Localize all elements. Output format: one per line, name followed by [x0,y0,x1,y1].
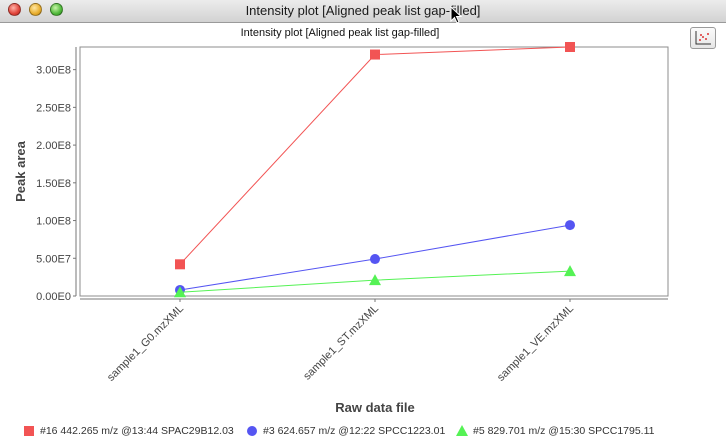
y-tick-label: 5.00E7 [36,253,71,265]
legend-label: #3 624.657 m/z @12:22 SPCC1223.01 [263,425,446,437]
scatter-plot-icon [695,31,711,45]
circle-marker-icon [247,426,257,436]
y-tick-label: 3.00E8 [36,65,71,77]
x-tick-label: sample1_VE.mzXML [495,303,576,384]
legend-marker [247,426,257,436]
close-window-button[interactable] [8,3,21,16]
chart-panel: 0.00E0 5.00E7 1.00E8 1.50E8 2.00E8 2.50E8 3.00… [0,23,726,442]
data-point [175,259,185,270]
y-tick-label: 0.00E0 [36,291,71,303]
data-point [174,286,186,298]
y-tick-label: 1.00E8 [36,216,71,228]
legend-marker [24,426,34,436]
series-2 [174,265,576,298]
y-tick-label: 1.50E8 [36,178,71,190]
y-tick-label: 2.50E8 [36,102,71,114]
window-title-bar: Intensity plot [Aligned peak list gap-fi… [0,0,726,24]
x-axis-label: Raw data file [335,400,414,415]
chart-legend: #16 442.265 m/z @13:44 SPAC29B12.03 #3 62… [0,424,726,438]
triangle-marker-icon [456,425,468,436]
legend-item: #16 442.265 m/z @13:44 SPAC29B12.03 [22,424,234,438]
y-axis-label: Peak area [13,140,28,201]
x-tick-label: sample1_ST.mzXML [301,303,381,383]
legend-item: #3 624.657 m/z @12:22 SPCC1223.01 [245,424,445,438]
data-point [370,254,380,265]
legend-item: #5 829.701 m/z @15:30 SPCC1795.11 [455,424,655,438]
legend-label: #16 442.265 m/z @13:44 SPAC29B12.03 [40,425,234,437]
square-marker-icon [24,426,34,436]
zoom-window-button[interactable] [50,3,63,16]
minimize-window-button[interactable] [29,3,42,16]
legend-marker [456,425,468,436]
data-point [370,49,380,60]
x-tick-label: sample1_G0.mzXML [105,303,186,384]
data-point [564,265,576,277]
legend-label: #5 829.701 m/z @15:30 SPCC1795.11 [473,425,655,437]
data-point [565,42,575,52]
mouse-cursor-icon [450,6,462,24]
chart-options-button[interactable] [690,27,716,49]
data-point [369,274,381,286]
data-point [565,220,575,231]
chart-title: Intensity plot [Aligned peak list gap-fi… [240,27,440,39]
intensity-plot: 0.00E0 5.00E7 1.00E8 1.50E8 2.00E8 2.50E8 3.00… [13,42,669,415]
series-0 [175,42,575,270]
y-tick-label: 2.00E8 [36,140,71,152]
window-title: Intensity plot [Aligned peak list gap-fi… [245,3,481,18]
